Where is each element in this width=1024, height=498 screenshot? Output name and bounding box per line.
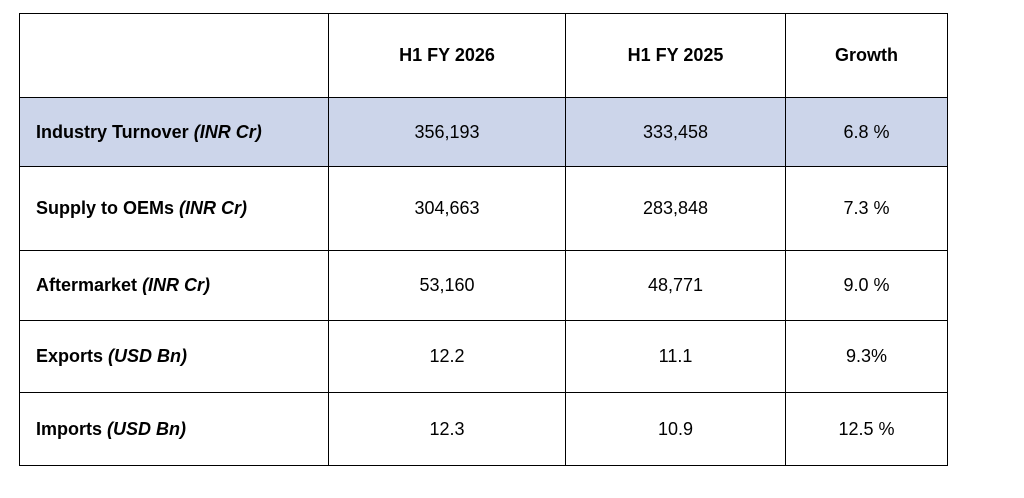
table-row: Aftermarket (INR Cr) 53,160 48,771 9.0 % [19,250,948,321]
table-cell: 6.8 % [785,97,948,167]
table-row: Industry Turnover (INR Cr) 356,193 333,458… [19,97,948,167]
header-row: H1 FY 2026 H1 FY 2025 Growth [19,13,948,98]
table-cell: 304,663 [328,166,566,251]
table-cell: 7.3 % [785,166,948,251]
table-cell: 10.9 [565,392,786,466]
row-name: Exports [36,346,104,366]
column-header: H1 FY 2025 [565,13,786,98]
table-cell: 356,193 [328,97,566,167]
table-row: Exports (USD Bn) 12.2 11.1 9.3% [19,320,948,393]
row-name: Imports [36,418,103,439]
row-label: Industry Turnover (INR Cr) [19,97,329,167]
table-cell: 53,160 [328,250,566,321]
row-label: Imports (USD Bn) [19,392,329,466]
row-unit: (USD Bn) [108,346,188,366]
table-cell: 11.1 [565,320,786,393]
table-row: Supply to OEMs (INR Cr) 304,663 283,848 7.3… [19,166,948,251]
row-unit: (USD Bn) [107,418,187,439]
row-label: Exports (USD Bn) [19,320,329,393]
column-header: H1 FY 2026 [328,13,566,98]
row-unit: (INR Cr) [193,121,262,142]
table-cell: 333,458 [565,97,786,167]
table-cell: 12.5 % [785,392,948,466]
row-unit: (INR Cr) [179,198,248,218]
row-label: Supply to OEMs (INR Cr) [19,166,329,251]
corner-cell [19,13,329,98]
table-cell: 9.3% [785,320,948,393]
column-header: Growth [785,13,948,98]
table-row: Imports (USD Bn) 12.3 10.9 12.5 % [19,392,948,466]
row-name: Industry Turnover [36,121,189,142]
table-cell: 12.3 [328,392,566,466]
table-cell: 9.0 % [785,250,948,321]
table-cell: 12.2 [328,320,566,393]
data-table: H1 FY 2026 H1 FY 2025 Growth Industry Turn… [19,13,948,466]
row-name: Supply to OEMs [36,198,175,218]
table-cell: 283,848 [565,166,786,251]
row-label: Aftermarket (INR Cr) [19,250,329,321]
table-cell: 48,771 [565,250,786,321]
row-unit: (INR Cr) [142,275,211,295]
row-name: Aftermarket [36,275,138,295]
